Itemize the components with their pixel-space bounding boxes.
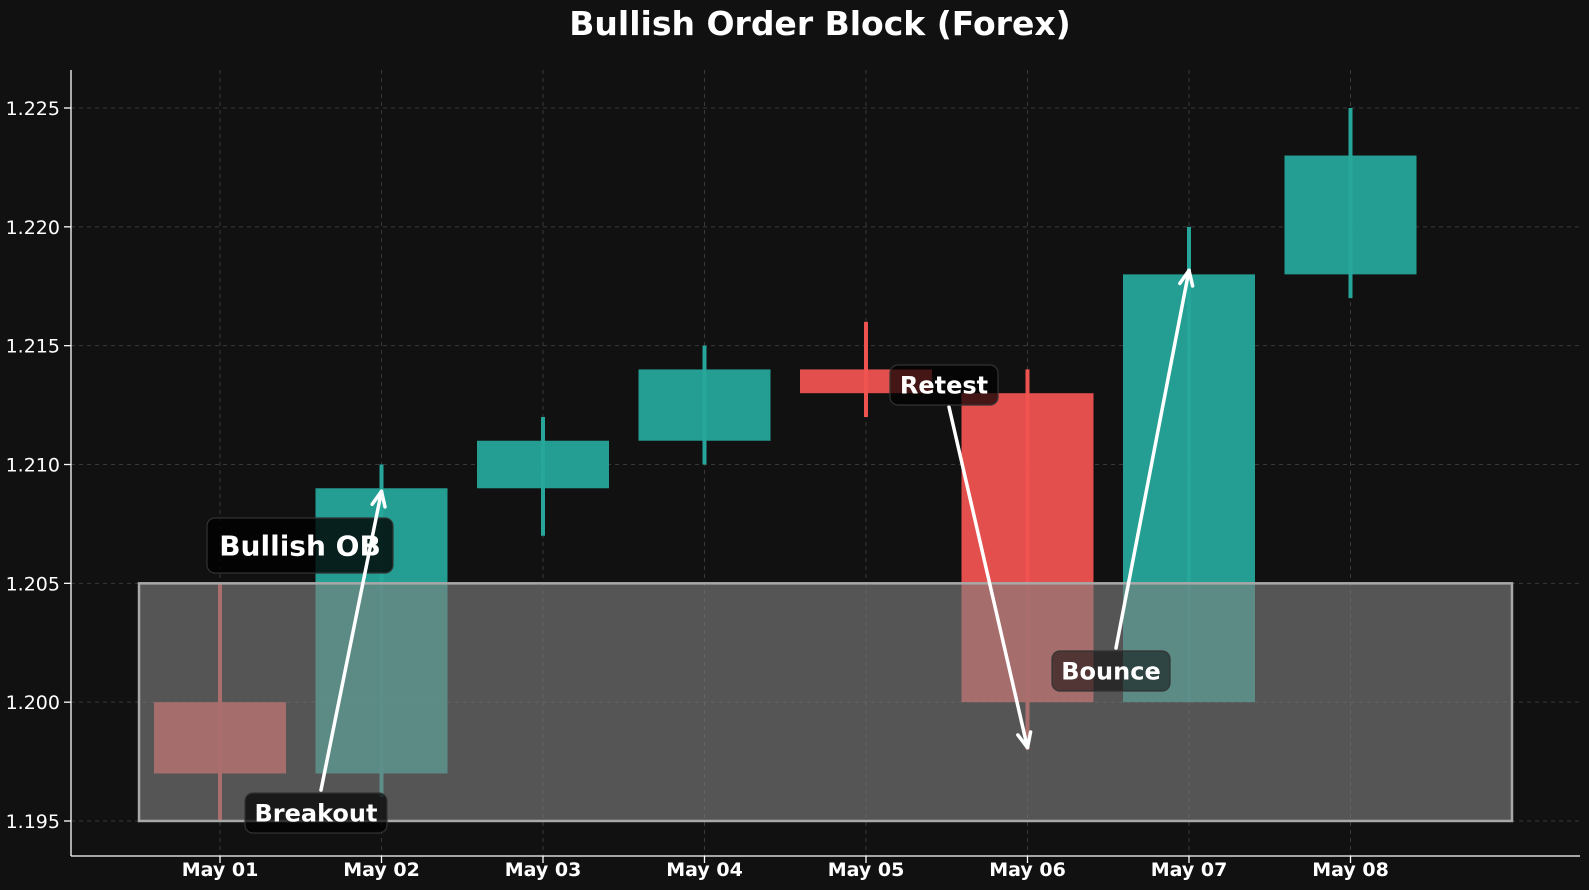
retest-label-text: Retest	[900, 372, 988, 400]
bounce-arrow	[1114, 268, 1191, 650]
y-tick-label: 1.205	[6, 573, 60, 595]
y-tick-label: 1.225	[6, 98, 60, 120]
candle-body	[477, 440, 609, 489]
y-tick-label: 1.210	[6, 455, 60, 477]
zone-rect	[137, 582, 1514, 823]
breakout-arrow-head	[370, 489, 387, 509]
x-tick-label: May 07	[1151, 859, 1228, 881]
retest-arrow-head	[1016, 730, 1033, 750]
zone-label-text: Bullish OB	[219, 530, 381, 563]
x-tick-label: May 05	[828, 859, 905, 881]
annotations: Bullish OB Breakout Retest Bounce	[206, 268, 1195, 834]
x-tick-label: May 08	[1312, 859, 1389, 881]
axes	[70, 70, 1580, 857]
order-block-zone	[137, 582, 1514, 823]
tick-labels: 1.195 1.200 1.205 1.210 1.215 1.220 1.225 May 0…	[6, 98, 1389, 881]
bounce-label-text: Bounce	[1061, 658, 1160, 686]
y-tick-label: 1.220	[6, 217, 60, 239]
x-tick-label: May 04	[666, 859, 743, 881]
chart-title: Bullish Order Block (Forex)	[569, 4, 1070, 43]
breakout-label-text: Breakout	[255, 800, 378, 828]
y-tick-label: 1.215	[6, 336, 60, 358]
zone-label-box	[206, 517, 394, 574]
candle-body	[1284, 155, 1417, 275]
x-tick-label: May 03	[505, 859, 582, 881]
retest-label-box	[889, 364, 999, 406]
y-tick-label: 1.195	[6, 811, 60, 833]
x-tick-label: May 02	[343, 859, 420, 881]
bounce-arrow-head	[1178, 268, 1195, 288]
bounce-label-box	[1051, 650, 1171, 692]
retest-arrow	[947, 405, 1030, 750]
candle-body	[638, 369, 771, 441]
y-tick-label: 1.200	[6, 692, 60, 714]
x-tick-label: May 06	[989, 859, 1066, 881]
x-tick-label: May 01	[182, 859, 259, 881]
breakout-label-box	[244, 792, 388, 834]
breakout-arrow	[319, 489, 384, 792]
